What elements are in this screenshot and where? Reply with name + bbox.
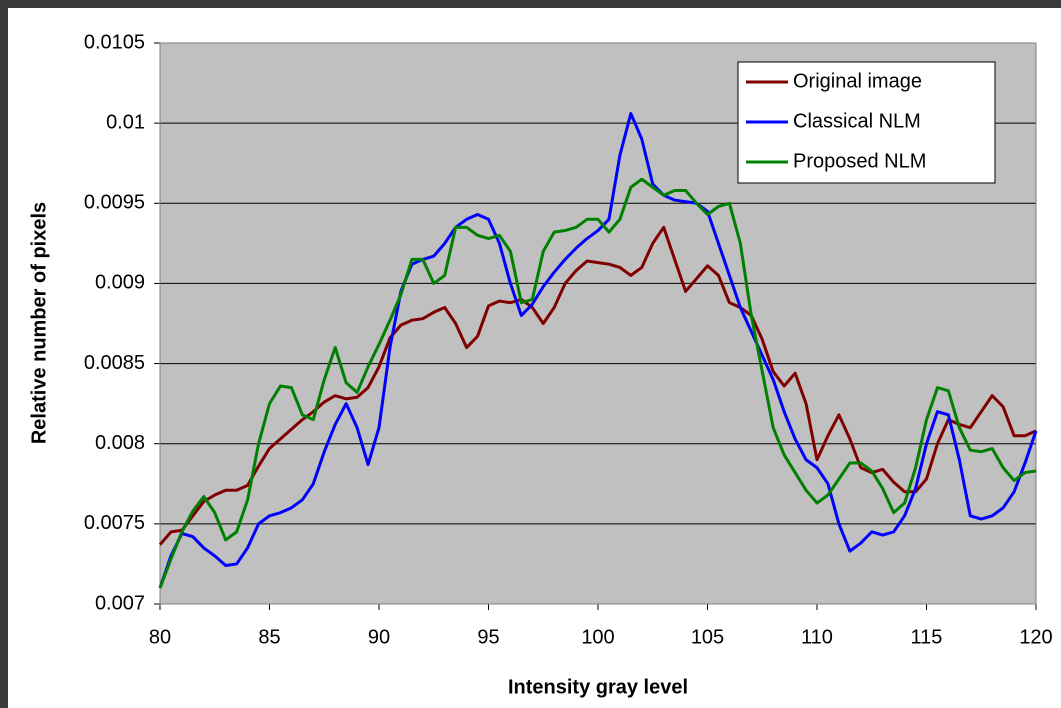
series-line bbox=[158, 112, 1038, 589]
x-tick-label: 95 bbox=[477, 626, 499, 648]
x-tick-label: 115 bbox=[911, 626, 943, 648]
series-line bbox=[158, 177, 1037, 589]
y-tick-label: 0.0095 bbox=[84, 192, 145, 214]
x-axis-title: Intensity gray level bbox=[508, 676, 688, 698]
y-tick-label: 0.008 bbox=[95, 432, 145, 454]
legend-label: Classical NLM bbox=[793, 110, 921, 132]
x-tick-label: 100 bbox=[581, 626, 614, 648]
y-tick-label: 0.007 bbox=[95, 592, 145, 614]
y-axis-title: Relative number of pixels bbox=[28, 202, 50, 444]
x-tick-label: 80 bbox=[149, 626, 171, 648]
x-tick-label: 120 bbox=[1019, 626, 1052, 648]
x-tick-label: 90 bbox=[368, 626, 390, 648]
legend-label: Proposed NLM bbox=[793, 150, 926, 172]
plot-border bbox=[159, 42, 1037, 605]
y-tick-label: 0.01 bbox=[106, 111, 145, 133]
x-tick-label: 105 bbox=[691, 626, 724, 648]
y-tick-label: 0.0105 bbox=[84, 31, 145, 53]
y-tick-label: 0.0075 bbox=[84, 512, 145, 534]
legend-label: Original image bbox=[793, 70, 922, 92]
x-tick-label: 85 bbox=[258, 626, 280, 648]
y-tick-label: 0.0085 bbox=[84, 352, 145, 374]
x-tick-label: 110 bbox=[801, 626, 833, 648]
y-tick-label: 0.009 bbox=[95, 272, 145, 294]
